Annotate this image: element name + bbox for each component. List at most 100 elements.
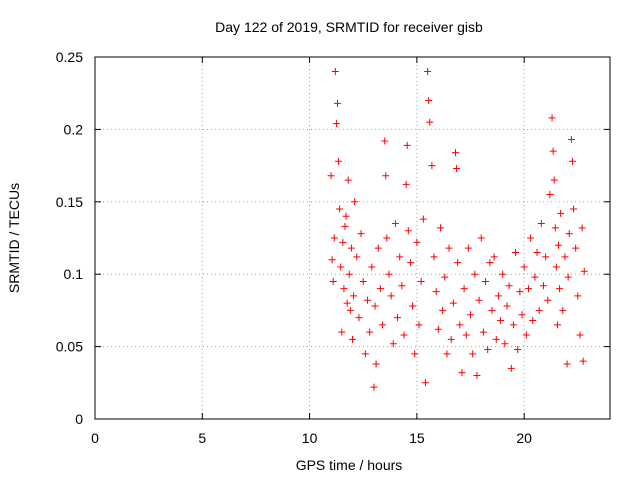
data-point <box>507 364 515 372</box>
data-point <box>556 285 564 293</box>
y-tick-label: 0.2 <box>64 121 84 137</box>
data-point <box>533 248 541 256</box>
data-point <box>494 292 502 300</box>
data-point <box>505 282 513 290</box>
data-point <box>467 311 475 319</box>
data-point <box>411 350 419 358</box>
data-point <box>563 360 571 368</box>
data-point <box>557 209 565 217</box>
x-tick-label: 10 <box>302 430 318 446</box>
data-point <box>351 198 359 206</box>
data-point <box>486 259 494 267</box>
y-axis-label: SRMTID / TECUs <box>6 183 22 293</box>
data-point <box>376 285 384 293</box>
data-point <box>370 383 378 391</box>
data-point <box>344 176 352 184</box>
data-point <box>456 321 464 329</box>
data-point <box>447 335 455 343</box>
data-point <box>374 244 382 252</box>
data-point <box>531 273 539 281</box>
chart-title: Day 122 of 2019, SRMTID for receiver gis… <box>215 19 483 35</box>
data-point <box>400 331 408 339</box>
data-point <box>359 277 367 285</box>
data-point <box>568 157 576 165</box>
data-point <box>492 335 500 343</box>
data-point <box>522 331 530 339</box>
data-point <box>329 277 337 285</box>
data-point <box>419 215 427 223</box>
data-point <box>512 248 520 256</box>
data-point <box>452 149 459 157</box>
data-point <box>520 263 528 271</box>
data-point <box>529 317 537 325</box>
data-point <box>403 141 411 149</box>
data-point <box>542 253 550 261</box>
data-point <box>469 350 477 358</box>
data-point <box>413 238 421 246</box>
data-point <box>564 273 572 281</box>
y-tick-label: 0 <box>75 411 83 427</box>
data-point <box>396 253 404 261</box>
data-point <box>539 282 547 290</box>
data-point <box>462 331 470 339</box>
data-point <box>402 180 410 188</box>
data-point <box>471 270 479 278</box>
x-tick-label: 20 <box>516 430 532 446</box>
data-point <box>353 253 361 261</box>
y-tick-label: 0.1 <box>64 266 84 282</box>
data-point <box>499 270 507 278</box>
data-point <box>333 99 341 107</box>
y-tick-label: 0.25 <box>56 49 83 65</box>
data-point <box>552 263 560 271</box>
data-point <box>361 350 369 358</box>
data-point <box>357 230 365 238</box>
data-point <box>565 230 573 238</box>
data-point <box>524 285 532 293</box>
data-point <box>415 321 423 329</box>
data-point <box>576 331 584 339</box>
data-point <box>338 328 346 336</box>
data-point <box>432 288 440 296</box>
data-point <box>551 224 559 232</box>
x-tick-label: 5 <box>198 430 206 446</box>
data-points <box>327 67 588 391</box>
y-tick-label: 0.15 <box>56 194 83 210</box>
data-point <box>428 162 436 170</box>
data-point <box>417 277 425 285</box>
data-point <box>425 96 433 104</box>
x-tick-labels: 0 5 10 15 20 <box>91 430 532 446</box>
grid-lines <box>95 57 610 419</box>
data-point <box>516 288 524 296</box>
data-point <box>339 238 347 246</box>
data-point <box>482 277 490 285</box>
data-point <box>503 302 511 310</box>
data-point <box>347 244 355 252</box>
data-point <box>550 176 558 184</box>
data-point <box>514 345 522 353</box>
data-point <box>579 357 587 365</box>
data-point <box>366 328 374 336</box>
data-point <box>341 222 349 230</box>
data-point <box>430 253 438 261</box>
data-point <box>501 340 509 348</box>
data-point <box>473 372 481 380</box>
data-point <box>342 212 350 220</box>
data-point <box>328 256 336 264</box>
data-point <box>330 234 338 242</box>
data-point <box>527 234 535 242</box>
data-point <box>364 296 372 304</box>
data-point <box>385 270 393 278</box>
data-point <box>406 259 414 267</box>
data-point <box>477 234 485 242</box>
data-point <box>518 311 526 319</box>
data-point <box>488 306 496 314</box>
data-point <box>371 302 379 310</box>
data-point <box>404 227 412 235</box>
data-point <box>355 314 363 322</box>
x-tick-label: 0 <box>91 430 99 446</box>
data-point <box>572 244 580 252</box>
data-point <box>561 253 569 261</box>
data-point <box>479 328 487 336</box>
data-point <box>394 314 402 322</box>
